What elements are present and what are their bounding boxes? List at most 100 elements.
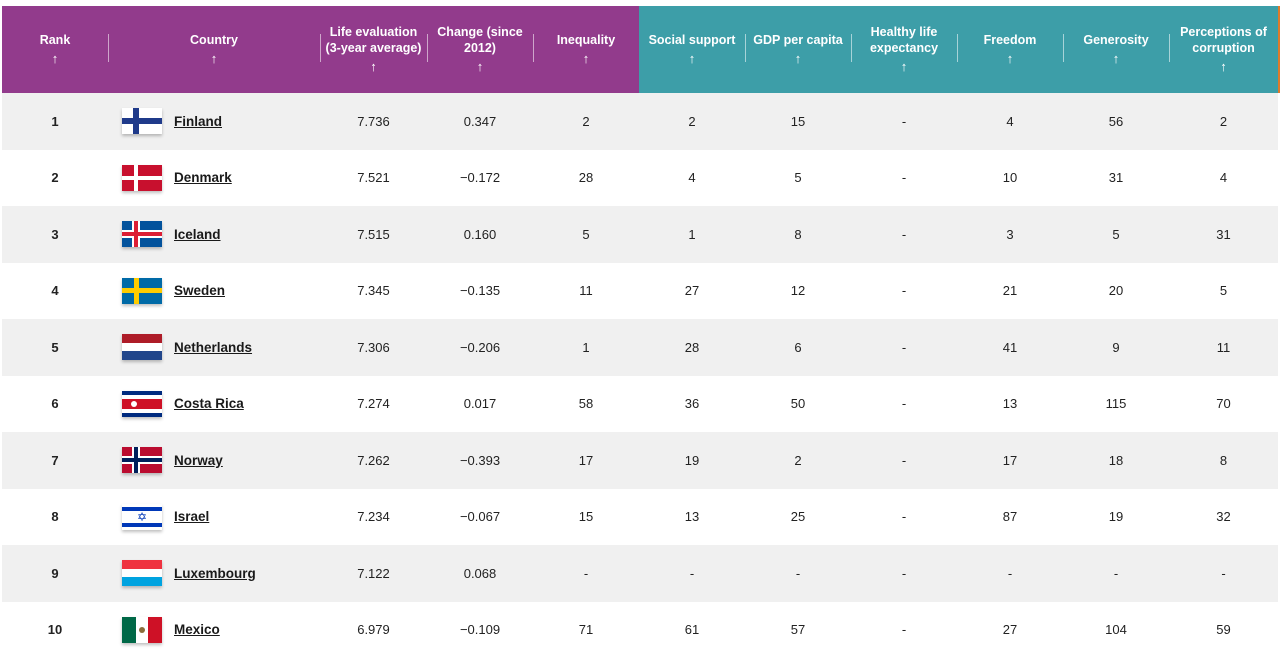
column-header-label: Life evaluation (3-year average) [320, 24, 427, 56]
column-header-life-evaluation[interactable]: Life evaluation (3-year average) ↑ [320, 6, 427, 93]
column-header-generosity[interactable]: Generosity ↑ [1063, 6, 1169, 93]
country-cell: Sweden [108, 278, 320, 304]
rank-cell: 10 [2, 622, 108, 637]
sort-arrow-icon[interactable]: ↑ [795, 51, 802, 67]
generosity-cell: 56 [1063, 114, 1169, 129]
column-header-label: Freedom [980, 32, 1041, 48]
change-cell: −0.109 [427, 622, 533, 637]
social-cell: 2 [639, 114, 745, 129]
country-link[interactable]: Iceland [174, 227, 221, 242]
country-link[interactable]: Netherlands [174, 340, 252, 355]
sort-arrow-icon[interactable]: ↑ [211, 51, 218, 67]
column-header-rank[interactable]: Rank ↑ [2, 6, 108, 93]
change-cell: 0.347 [427, 114, 533, 129]
sort-arrow-icon[interactable]: ↑ [1007, 51, 1014, 67]
change-cell: 0.068 [427, 566, 533, 581]
rank-cell: 2 [2, 170, 108, 185]
gdp-cell: 5 [745, 170, 851, 185]
country-link[interactable]: Luxembourg [174, 566, 256, 581]
social-cell: 13 [639, 509, 745, 524]
health-cell: - [851, 227, 957, 242]
column-divider [957, 34, 958, 62]
change-cell: −0.067 [427, 509, 533, 524]
column-header-perceptions-of-corruption[interactable]: Perceptions of corruption ↑ [1169, 6, 1278, 93]
sort-arrow-icon[interactable]: ↑ [1220, 59, 1227, 75]
norway-flag [122, 447, 162, 473]
inequality-cell: 5 [533, 227, 639, 242]
israel-flag: ✡ [122, 504, 162, 530]
column-header-label: Generosity [1079, 32, 1152, 48]
column-header-inequality[interactable]: Inequality↑ [533, 6, 639, 93]
sort-arrow-icon[interactable]: ↑ [583, 51, 590, 67]
happiness-ranking-table: Rank↑Country↑Life evaluation (3-year ave… [2, 6, 1278, 658]
column-header-change-since-2012[interactable]: Change (since 2012)↑ [427, 6, 533, 93]
country-link[interactable]: Denmark [174, 170, 232, 185]
gdp-cell: 57 [745, 622, 851, 637]
life-cell: 7.515 [320, 227, 427, 242]
column-divider [108, 34, 109, 62]
corruption-cell: 5 [1169, 283, 1278, 298]
gdp-cell: 2 [745, 453, 851, 468]
column-header-label: Healthy life expectancy [851, 24, 957, 56]
country-link[interactable]: Norway [174, 453, 223, 468]
social-cell: 19 [639, 453, 745, 468]
change-cell: −0.206 [427, 340, 533, 355]
column-header-freedom[interactable]: Freedom ↑ [957, 6, 1063, 93]
health-cell: - [851, 170, 957, 185]
sort-arrow-icon[interactable]: ↑ [370, 59, 377, 75]
country-cell: Netherlands [108, 334, 320, 360]
inequality-cell: 71 [533, 622, 639, 637]
life-cell: 6.979 [320, 622, 427, 637]
country-cell: Costa Rica [108, 391, 320, 417]
inequality-cell: 28 [533, 170, 639, 185]
column-header-gdp-per-capita[interactable]: GDP per capita ↑ [745, 6, 851, 93]
social-cell: 27 [639, 283, 745, 298]
freedom-cell: 4 [957, 114, 1063, 129]
sort-arrow-icon[interactable]: ↑ [901, 59, 908, 75]
column-header-country[interactable]: Country ↑ [108, 6, 320, 93]
sort-arrow-icon[interactable]: ↑ [52, 51, 59, 67]
country-link[interactable]: Mexico [174, 622, 220, 637]
gdp-cell: 6 [745, 340, 851, 355]
gdp-cell: - [745, 566, 851, 581]
column-header-healthy-life-expectancy[interactable]: Healthy life expectancy ↑ [851, 6, 957, 93]
corruption-cell: 32 [1169, 509, 1278, 524]
country-link[interactable]: Costa Rica [174, 396, 244, 411]
country-link[interactable]: Finland [174, 114, 222, 129]
sort-arrow-icon[interactable]: ↑ [477, 59, 484, 75]
netherlands-flag [122, 334, 162, 360]
life-cell: 7.262 [320, 453, 427, 468]
column-header-label: Country [186, 32, 242, 48]
life-cell: 7.274 [320, 396, 427, 411]
rank-cell: 1 [2, 114, 108, 129]
inequality-cell: 58 [533, 396, 639, 411]
column-divider [320, 34, 321, 62]
column-header-label: Rank [36, 32, 75, 48]
corruption-cell: 4 [1169, 170, 1278, 185]
country-cell: Finland [108, 108, 320, 134]
finland-flag [122, 108, 162, 134]
column-header-label: Perceptions of corruption [1169, 24, 1278, 56]
country-link[interactable]: Sweden [174, 283, 225, 298]
corruption-cell: 11 [1169, 340, 1278, 355]
freedom-cell: 41 [957, 340, 1063, 355]
column-divider [1063, 34, 1064, 62]
column-header-label: GDP per capita [749, 32, 846, 48]
inequality-cell: 17 [533, 453, 639, 468]
freedom-cell: 17 [957, 453, 1063, 468]
rank-cell: 5 [2, 340, 108, 355]
country-link[interactable]: Israel [174, 509, 209, 524]
freedom-cell: 13 [957, 396, 1063, 411]
country-cell: Luxembourg [108, 560, 320, 586]
column-header-label: Social support [645, 32, 740, 48]
generosity-cell: 19 [1063, 509, 1169, 524]
change-cell: 0.017 [427, 396, 533, 411]
health-cell: - [851, 340, 957, 355]
social-cell: 4 [639, 170, 745, 185]
column-header-social-support[interactable]: Social support ↑ [639, 6, 745, 93]
sort-arrow-icon[interactable]: ↑ [689, 51, 696, 67]
sort-arrow-icon[interactable]: ↑ [1113, 51, 1120, 67]
rank-cell: 7 [2, 453, 108, 468]
